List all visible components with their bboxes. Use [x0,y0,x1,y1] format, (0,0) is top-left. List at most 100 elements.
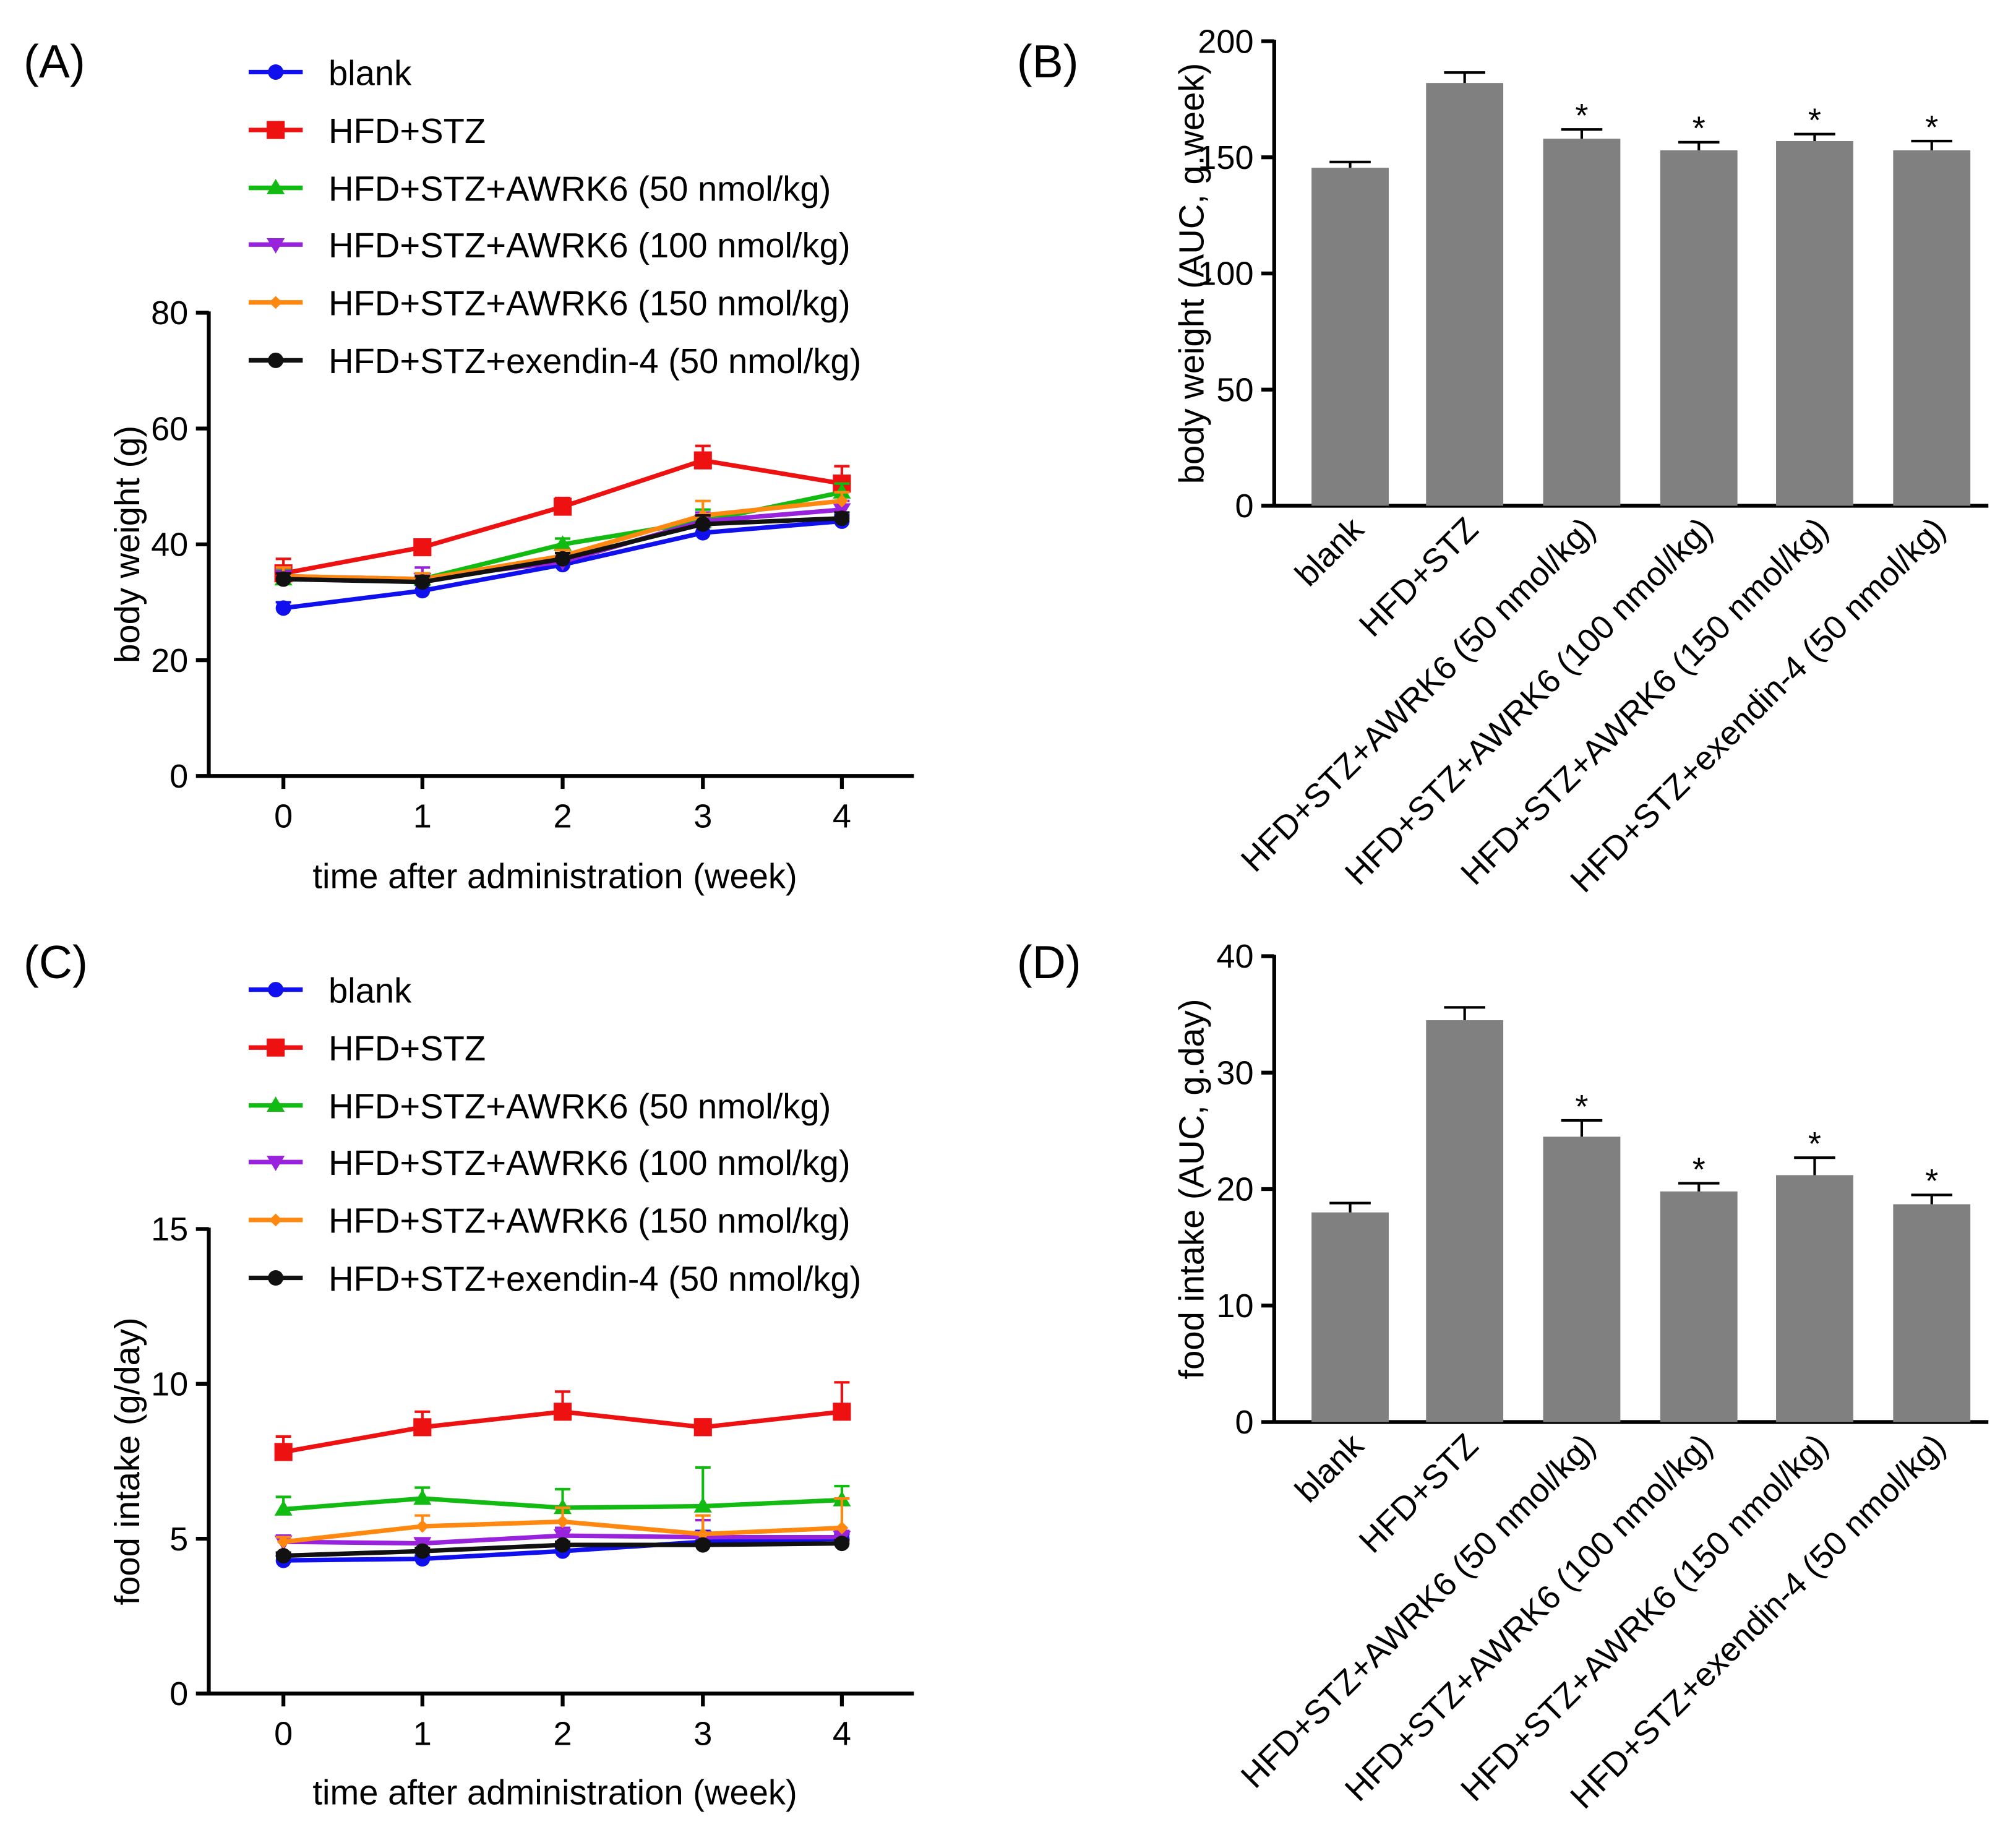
marker-square [693,451,712,470]
bar [1543,1137,1621,1422]
y-tick-label: 20 [1216,1171,1253,1208]
y-tick-label: 0 [169,1675,188,1713]
y-tick-label: 50 [1216,371,1253,408]
y-tick-label: 30 [1216,1054,1253,1091]
marker-diamond [696,1528,710,1541]
marker-triangle-up [413,1489,432,1505]
marker-triangle-down [267,1156,285,1171]
legend-item: HFD+STZ+AWRK6 (150 nmol/kg) [248,1201,851,1240]
bar-group: blank [1288,1201,1389,1510]
marker-diamond [835,494,849,508]
series-1 [274,1381,851,1461]
marker-diamond [277,1535,290,1549]
marker-circle [268,352,284,368]
legend-label: HFD+STZ [328,111,486,150]
bar [1311,168,1389,506]
x-tick-label: 0 [274,797,293,835]
bar [1311,1212,1389,1422]
y-tick-label: 10 [1216,1287,1253,1325]
x-category-label: blank [1288,1426,1371,1510]
significance-star: * [1808,1125,1821,1163]
y-tick-label: 5 [169,1521,188,1558]
y-tick-label: 80 [151,294,188,332]
legend-label: HFD+STZ+AWRK6 (50 nmol/kg) [328,169,831,208]
y-axis-label: food intake (AUC, g.day) [1172,999,1211,1380]
x-tick-label: 3 [693,797,712,835]
y-tick-label: 100 [1198,256,1253,293]
legend-label: HFD+STZ+exendin-4 (50 nmol/kg) [328,342,861,380]
y-tick-label: 0 [1235,488,1253,525]
y-tick-label: 40 [151,526,188,564]
x-tick-label: 2 [553,1716,572,1753]
legend-label: blank [328,971,412,1010]
marker-square [267,1038,285,1057]
legend-item: HFD+STZ+exendin-4 (50 nmol/kg) [248,342,861,380]
significance-star: * [1925,109,1938,146]
bar [1660,1191,1738,1422]
marker-triangle-up [553,535,572,551]
y-axis-label: food intake (g/day) [108,1317,147,1605]
x-category-label: blank [1288,510,1371,593]
panel-a: (A) 0 20 40 60 80 body weight (g) 0 1 2 3 4 time aft… [24,35,914,895]
legend-item: HFD+STZ+exendin-4 (50 nmol/kg) [248,1259,861,1298]
y-axis-label: body weight (g) [108,426,147,663]
legend-label: HFD+STZ+AWRK6 (100 nmol/kg) [328,1143,851,1182]
marker-triangle-up [267,179,285,194]
y-tick-label: 10 [151,1366,188,1403]
marker-square [413,1418,432,1437]
legend-label: HFD+STZ+AWRK6 (50 nmol/kg) [328,1087,831,1126]
series-4 [275,1497,850,1549]
marker-triangle-down [267,238,285,254]
bar [1893,150,1971,506]
panel-label: (B) [1017,35,1079,87]
marker-circle [268,982,284,998]
marker-circle [695,516,711,532]
legend-item: blank [248,53,412,92]
significance-star: * [1575,97,1588,134]
bar [1426,83,1504,506]
legend-label: HFD+STZ [328,1029,486,1068]
bar [1893,1204,1971,1422]
bar-group: blank [1288,160,1389,593]
significance-star: * [1693,110,1706,147]
y-tick-label: 150 [1198,139,1253,176]
legend-item: blank [248,971,412,1010]
marker-diamond [416,1519,429,1533]
panel-label: (A) [24,35,85,87]
marker-square [553,497,572,516]
marker-square [267,121,285,139]
legend-label: HFD+STZ+AWRK6 (150 nmol/kg) [328,284,851,323]
x-tick-label: 3 [693,1716,712,1753]
marker-circle [275,571,291,587]
marker-triangle-up [267,1096,285,1112]
bar [1426,1020,1504,1422]
x-tick-label: 2 [553,797,572,835]
marker-circle [414,1543,431,1559]
legend-label: HFD+STZ+AWRK6 (100 nmol/kg) [328,226,851,265]
legend-label: blank [328,53,412,92]
legend-item: HFD+STZ+AWRK6 (100 nmol/kg) [248,1143,851,1182]
marker-triangle-up [553,1498,572,1515]
marker-square [274,1443,293,1461]
significance-star: * [1575,1088,1588,1125]
legend-item: HFD+STZ+AWRK6 (150 nmol/kg) [248,284,851,323]
legend-item: HFD+STZ+AWRK6 (100 nmol/kg) [248,226,851,265]
marker-triangle-down [553,1529,572,1545]
panel-label: (C) [24,936,88,988]
x-axis-label: time after administration (week) [312,856,797,895]
marker-triangle-up [833,483,851,499]
marker-circle [414,574,431,590]
legend-label: HFD+STZ+exendin-4 (50 nmol/kg) [328,1259,861,1298]
marker-diamond [269,1213,283,1227]
significance-star: * [1925,1163,1938,1200]
significance-star: * [1693,1151,1706,1188]
marker-circle [555,551,571,567]
legend-item: HFD+STZ [248,111,486,150]
marker-triangle-up [693,1497,712,1513]
y-tick-label: 20 [151,642,188,679]
x-tick-label: 4 [833,797,851,835]
x-tick-label: 1 [413,1716,432,1753]
